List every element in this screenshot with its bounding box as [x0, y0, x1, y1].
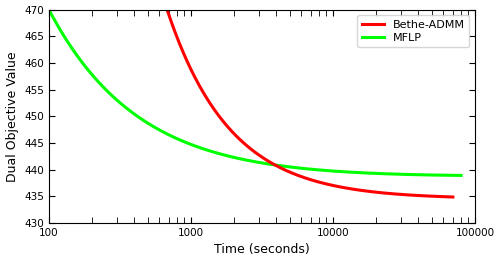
MFLP	[46, 8, 52, 11]
Line: Bethe-ADMM: Bethe-ADMM	[167, 9, 453, 197]
Bethe-ADMM	[330, 184, 336, 187]
Y-axis label: Dual Objective Value: Dual Objective Value	[6, 51, 18, 182]
MFLP	[358, 171, 364, 174]
MFLP	[401, 173, 407, 176]
MFLP	[458, 174, 464, 177]
MFLP	[296, 166, 302, 170]
Bethe-ADMM	[182, 54, 188, 57]
Line: MFLP: MFLP	[49, 9, 461, 176]
Bethe-ADMM	[450, 195, 456, 199]
Bethe-ADMM	[381, 192, 387, 195]
X-axis label: Time (seconds): Time (seconds)	[214, 243, 310, 256]
Bethe-ADMM	[346, 187, 352, 190]
Bethe-ADMM	[338, 185, 344, 189]
Bethe-ADMM	[410, 194, 416, 197]
MFLP	[308, 168, 314, 171]
MFLP	[71, 50, 77, 53]
Legend: Bethe-ADMM, MFLP: Bethe-ADMM, MFLP	[358, 15, 470, 47]
MFLP	[286, 165, 292, 168]
Bethe-ADMM	[164, 8, 170, 11]
